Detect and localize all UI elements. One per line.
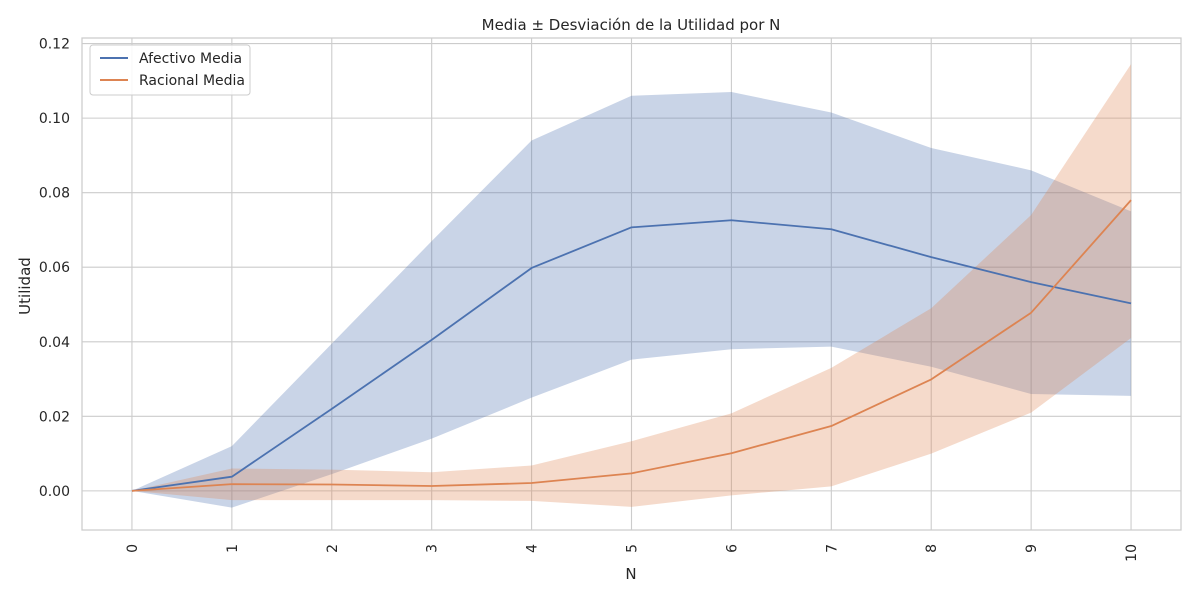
legend: Afectivo Media Racional Media: [89, 44, 251, 96]
x-tick-label: 1: [225, 544, 241, 553]
series-lines: [131, 199, 1132, 492]
legend-label: Afectivo Media: [139, 51, 242, 67]
y-tick-labels: 0.00 0.02 0.04 0.06 0.08 0.10 0.12: [39, 37, 70, 500]
grid: [82, 38, 1181, 530]
x-tick-label: 4: [525, 544, 541, 553]
x-tick-label: 7: [824, 544, 840, 553]
x-tick-label: 10: [1124, 544, 1140, 562]
chart-title: Media ± Desviación de la Utilidad por N: [482, 16, 781, 34]
y-tick-label: 0.06: [39, 260, 70, 276]
std-band-racional: [131, 64, 1132, 507]
std-band-afectivo: [131, 92, 1132, 508]
y-tick-label: 0.10: [39, 111, 70, 127]
bands: [131, 64, 1132, 508]
x-tick-label: 0: [125, 544, 141, 553]
legend-box: [89, 44, 251, 96]
x-tick-label: 9: [1024, 544, 1040, 553]
y-tick-label: 0.04: [39, 335, 70, 351]
legend-label: Racional Media: [139, 73, 245, 89]
y-axis-label: Utilidad: [16, 257, 34, 315]
x-tick-label: 8: [924, 544, 940, 553]
y-tick-label: 0.12: [39, 37, 70, 53]
x-tick-label: 6: [724, 544, 740, 553]
y-tick-label: 0.00: [39, 484, 70, 500]
x-tick-label: 2: [325, 544, 341, 553]
x-axis-label: N: [625, 565, 636, 583]
plot-frame: [81, 37, 1182, 531]
y-tick-label: 0.08: [39, 186, 70, 202]
x-tick-label: 3: [425, 544, 441, 553]
x-tick-label: 5: [625, 544, 641, 553]
y-tick-label: 0.02: [39, 409, 70, 425]
x-tick-labels: 0 1 2 3 4 5 6 7 8 9 10: [125, 544, 1140, 562]
